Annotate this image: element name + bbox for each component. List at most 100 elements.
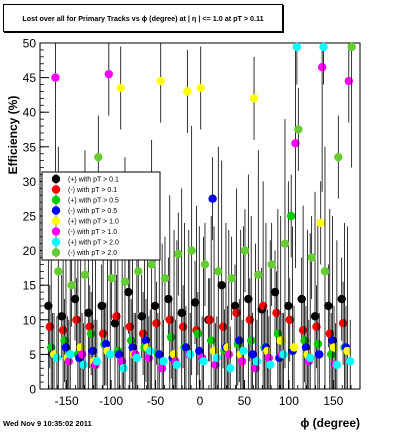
legend-label: (+) with pT > 1.0 bbox=[68, 219, 119, 226]
legend-label: (+) with pT > 0.5 bbox=[68, 198, 119, 205]
data-point bbox=[273, 329, 283, 338]
data-point bbox=[150, 301, 160, 311]
data-point bbox=[263, 346, 272, 356]
y-tick-label: 15 bbox=[23, 279, 37, 293]
data-point bbox=[88, 346, 97, 356]
data-point bbox=[58, 325, 68, 335]
data-point bbox=[244, 294, 253, 304]
legend-marker bbox=[51, 206, 61, 215]
data-point bbox=[138, 329, 148, 338]
data-point bbox=[51, 73, 60, 82]
data-point bbox=[165, 315, 174, 324]
data-point bbox=[160, 274, 170, 283]
legend-marker bbox=[51, 227, 61, 236]
timestamp: Wed Nov 9 10:35:02 2011 bbox=[3, 419, 92, 428]
data-point bbox=[226, 364, 235, 373]
data-point bbox=[159, 357, 168, 366]
data-point bbox=[334, 152, 343, 162]
data-point bbox=[347, 42, 356, 52]
data-point bbox=[147, 260, 156, 269]
data-point bbox=[223, 343, 232, 352]
data-point bbox=[66, 350, 75, 359]
y-tick-label: 5 bbox=[29, 348, 36, 362]
data-point bbox=[214, 267, 223, 276]
data-point bbox=[92, 357, 102, 366]
data-point bbox=[127, 336, 136, 345]
legend-box bbox=[41, 171, 161, 261]
data-point bbox=[77, 350, 87, 359]
data-point bbox=[164, 294, 173, 304]
data-point bbox=[117, 357, 127, 366]
data-point bbox=[183, 87, 192, 96]
data-point bbox=[237, 357, 247, 366]
data-point bbox=[270, 287, 280, 297]
data-point bbox=[85, 322, 94, 331]
data-point bbox=[128, 343, 137, 352]
x-tick-label: 150 bbox=[323, 394, 343, 408]
data-point bbox=[258, 301, 268, 311]
y-tick-label: 40 bbox=[23, 106, 37, 120]
data-point bbox=[291, 139, 300, 148]
data-point bbox=[70, 294, 80, 304]
data-point bbox=[212, 353, 222, 363]
data-point bbox=[227, 274, 236, 283]
data-point bbox=[132, 353, 142, 363]
data-point bbox=[54, 267, 63, 276]
data-point bbox=[251, 364, 260, 373]
data-point bbox=[208, 194, 217, 203]
data-point bbox=[125, 322, 134, 331]
data-point bbox=[289, 343, 299, 352]
data-point bbox=[157, 364, 167, 373]
legend-label: (-) with pT > 0.5 bbox=[68, 208, 117, 215]
x-tick-label: 50 bbox=[238, 394, 252, 408]
data-point bbox=[101, 339, 111, 349]
data-point bbox=[144, 353, 153, 363]
y-axis-label: Efficiency (%) bbox=[6, 96, 20, 175]
data-point bbox=[60, 336, 69, 345]
x-tick-label: 0 bbox=[197, 394, 204, 408]
chart-title: Lost over all for Primary Tracks vs ϕ (d… bbox=[3, 4, 283, 32]
data-point bbox=[224, 350, 233, 359]
data-point bbox=[240, 246, 250, 255]
data-point bbox=[324, 301, 333, 311]
y-tick-label: 20 bbox=[23, 244, 37, 258]
data-point bbox=[312, 322, 321, 331]
y-tick-label: 30 bbox=[23, 175, 37, 189]
data-point bbox=[141, 336, 151, 345]
data-point bbox=[301, 343, 311, 352]
data-point bbox=[344, 76, 353, 86]
data-point bbox=[200, 260, 210, 269]
data-point bbox=[315, 350, 324, 359]
data-point bbox=[320, 267, 330, 276]
data-point bbox=[61, 343, 71, 352]
x-tick-label: -100 bbox=[99, 394, 123, 408]
data-point bbox=[306, 353, 315, 363]
data-point bbox=[218, 322, 228, 331]
data-point bbox=[45, 322, 54, 331]
data-point bbox=[134, 267, 143, 276]
data-point bbox=[97, 301, 106, 311]
data-point bbox=[199, 357, 208, 366]
data-point bbox=[292, 42, 302, 52]
data-point bbox=[254, 270, 263, 280]
data-point bbox=[316, 218, 325, 228]
data-point bbox=[98, 329, 108, 338]
data-point bbox=[346, 357, 355, 366]
axes: -150 -100 -50 0 50 100 150 0 5 10 15 20 25 30 35 40 45 50 bbox=[23, 37, 361, 408]
data-point bbox=[64, 357, 74, 366]
legend-label: (+) with pT > 0.1 bbox=[68, 177, 119, 184]
data-point bbox=[119, 364, 128, 373]
legend-marker bbox=[51, 237, 61, 247]
legend-marker bbox=[51, 248, 61, 257]
data-point bbox=[57, 312, 66, 321]
data-point bbox=[317, 63, 327, 72]
y-tick-label: 25 bbox=[23, 210, 37, 224]
data-point bbox=[193, 329, 203, 338]
data-point bbox=[120, 277, 130, 286]
data-point bbox=[207, 336, 216, 345]
data-point bbox=[245, 315, 254, 324]
x-tick-label: -50 bbox=[147, 394, 165, 408]
data-point bbox=[116, 83, 125, 93]
data-point bbox=[247, 336, 256, 345]
data-point bbox=[84, 308, 93, 318]
